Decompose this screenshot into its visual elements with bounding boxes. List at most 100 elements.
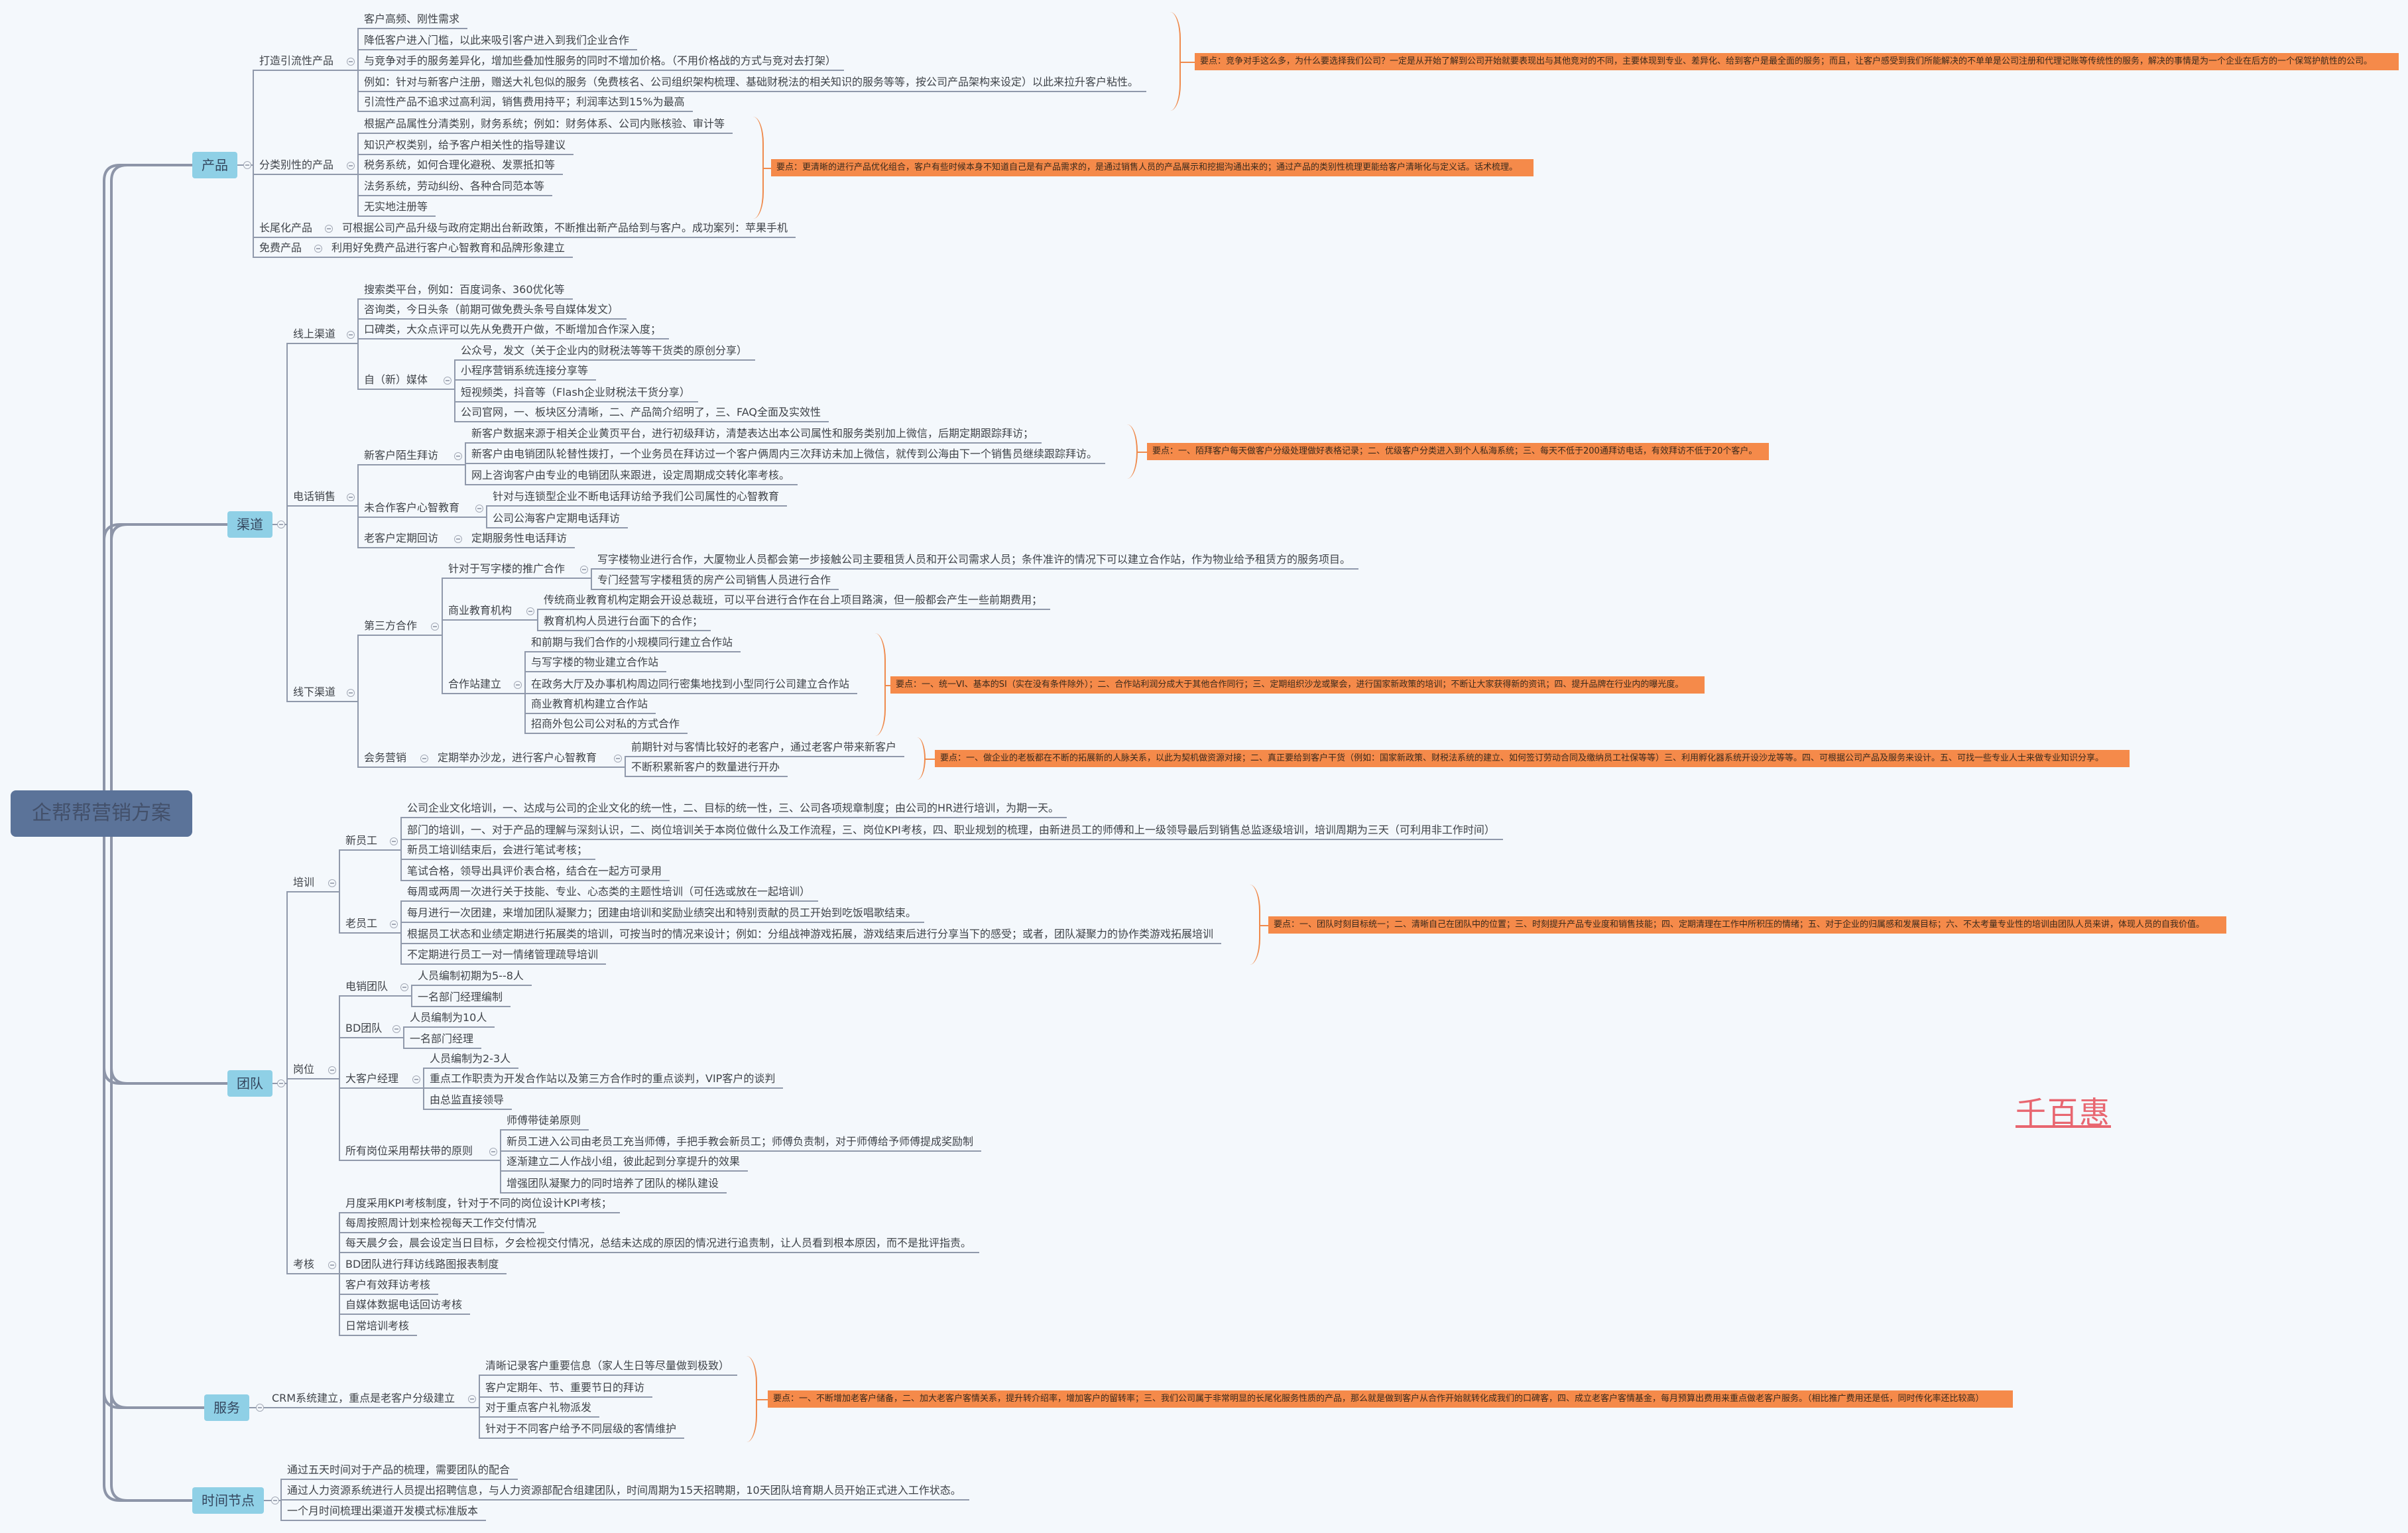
leaf-topic[interactable]: 引流性产品不追求过高利润，销售费用持平；利润率达到15%为最高: [357, 93, 693, 112]
leaf-topic[interactable]: BD团队进行拜访线路图报表制度: [339, 1256, 507, 1274]
collapse-toggle-icon[interactable]: [325, 225, 333, 233]
leaf-topic[interactable]: 降低客户进入门槛，以此来吸引客户进入到我们企业合作: [357, 32, 638, 50]
category-product[interactable]: 产品: [192, 152, 237, 178]
leaf-topic[interactable]: 每天晨夕会，晨会设定当日目标，夕会检视交付情况，总结未达成的原因的情况进行追责制…: [339, 1235, 980, 1253]
collapse-toggle-icon[interactable]: [514, 681, 522, 689]
leaf-topic[interactable]: 月度采用KPI考核制度，针对于不同的岗位设计KPI考核；: [339, 1195, 620, 1213]
leaf-topic[interactable]: 一名部门经理编制: [411, 989, 511, 1007]
leaf-topic[interactable]: 重点工作职责为开发合作站以及第三方合作时的重点谈判，VIP客户的谈判: [423, 1070, 784, 1089]
subtopic-node[interactable]: 打造引流性产品: [253, 52, 357, 71]
leaf-topic[interactable]: 客户定期年、节、重要节日的拜访: [479, 1379, 653, 1398]
leaf-topic[interactable]: 通过五天时间对于产品的梳理，需要团队的配合: [280, 1461, 518, 1480]
collapse-toggle-icon[interactable]: [412, 1075, 420, 1083]
leaf-topic[interactable]: 商业教育机构建立合作站: [524, 696, 656, 714]
topic-3-node[interactable]: 老客户定期回访: [357, 530, 465, 548]
leaf-topic[interactable]: 网上咨询客户由专业的电销团队来跟进，设定周期成交转化率考核。: [465, 467, 798, 485]
subtopic-node[interactable]: 线下渠道: [286, 684, 357, 702]
collapse-toggle-icon[interactable]: [468, 1395, 476, 1403]
topic-3-node[interactable]: 新客户陌生拜访: [357, 447, 465, 465]
collapse-toggle-icon[interactable]: [243, 161, 251, 169]
collapse-toggle-icon[interactable]: [580, 566, 588, 574]
collapse-toggle-icon[interactable]: [256, 1404, 264, 1412]
leaf-topic[interactable]: 新员工进入公司由老员工充当师傅，手把手教会新员工；师傅负责制，对于师傅给予师傅提…: [500, 1133, 982, 1152]
subtopic-node[interactable]: 培训: [286, 874, 339, 892]
collapse-toggle-icon[interactable]: [526, 607, 534, 615]
subtopic-node[interactable]: 分类别性的产品: [253, 156, 357, 175]
leaf-topic[interactable]: 短视频类，抖音等（Flash企业财税法干货分享）: [454, 384, 698, 402]
leaf-topic[interactable]: 根据产品属性分清类别，财务系统；例如：财务体系、公司内账核验、审计等: [357, 115, 733, 134]
leaf-topic[interactable]: 日常培训考核: [339, 1318, 418, 1336]
leaf-topic[interactable]: 部门的培训，一、对于产品的理解与深刻认识，二、岗位培训关于本岗位做什么及工作流程…: [400, 822, 1503, 840]
leaf-topic[interactable]: 不定期进行员工一对一情绪管理疏导培训: [400, 946, 607, 965]
leaf-topic[interactable]: 每周按照周计划来检视每天工作交付情况: [339, 1215, 545, 1233]
leaf-topic[interactable]: 清晰记录客户重要信息（家人生日等尽量做到极致）: [479, 1357, 738, 1376]
leaf-topic[interactable]: 定期服务性电话拜访: [465, 530, 575, 548]
collapse-toggle-icon[interactable]: [431, 623, 439, 631]
leaf-topic[interactable]: 针对与连锁型企业不断电话拜访给予我们公司属性的心智教育: [486, 488, 788, 507]
collapse-toggle-icon[interactable]: [390, 837, 398, 845]
topic-3-node[interactable]: 老员工: [339, 915, 400, 934]
subtopic-node[interactable]: 长尾化产品: [253, 219, 335, 238]
leaf-topic[interactable]: 通过人力资源系统进行人员提出招聘信息，与人力资源部配合组建团队，时间周期为15天…: [280, 1482, 969, 1501]
topic-3-node[interactable]: 电销团队: [339, 978, 411, 997]
leaf-topic[interactable]: 新客户由电销团队轮替性拨打，一个业务员在拜访过一个客户俩周内三次拜访未加上微信，…: [465, 446, 1106, 464]
topic-4-node[interactable]: 商业教育机构: [442, 602, 537, 621]
leaf-topic[interactable]: 一名部门经理: [403, 1030, 482, 1049]
leaf-topic[interactable]: 由总监直接领导: [423, 1091, 512, 1110]
subtopic-node[interactable]: 电话销售: [286, 488, 357, 507]
collapse-toggle-icon[interactable]: [347, 689, 355, 697]
leaf-topic[interactable]: 针对于不同客户给予不同层级的客情维护: [479, 1420, 685, 1439]
leaf-topic[interactable]: 咨询类，今日头条（前期可做免费头条号自媒体发文）: [357, 301, 627, 320]
topic-3-node[interactable]: 第三方合作: [357, 617, 442, 636]
leaf-topic[interactable]: 人员编制为2-3人: [423, 1050, 519, 1069]
collapse-toggle-icon[interactable]: [277, 521, 285, 528]
key-point-note[interactable]: 要点：更清晰的进行产品优化组合，客户有些时候本身不知道自己是有产品需求的，是通过…: [771, 159, 1534, 176]
collapse-toggle-icon[interactable]: [390, 920, 398, 928]
key-point-note[interactable]: 要点：一、不断增加老客户储备，二、加大老客户客情关系，提升转介绍率，增加客户的留…: [768, 1390, 2013, 1408]
leaf-topic[interactable]: 税务系统，如何合理化避税、发票抵扣等: [357, 156, 564, 175]
collapse-toggle-icon[interactable]: [328, 1066, 336, 1074]
leaf-topic[interactable]: 公众号，发文（关于企业内的财税法等等干货类的原创分享）: [454, 342, 756, 361]
leaf-topic[interactable]: 法务系统，劳动纠纷、各种合同范本等: [357, 178, 553, 196]
topic-4-node[interactable]: 定期举办沙龙，进行客户心智教育: [431, 749, 625, 768]
leaf-topic[interactable]: 专门经营写字楼租赁的房产公司销售人员进行合作: [591, 572, 839, 590]
collapse-toggle-icon[interactable]: [277, 1079, 285, 1087]
topic-3-node[interactable]: 新员工: [339, 832, 400, 851]
collapse-toggle-icon[interactable]: [454, 535, 462, 543]
category-timeline[interactable]: 时间节点: [192, 1487, 264, 1514]
leaf-topic[interactable]: 搜索类平台，例如：百度词条、360优化等: [357, 281, 573, 300]
key-point-note[interactable]: 要点：一、做企业的老板都在不断的拓展新的人脉关系，以此为契机做资源对接；二、真正…: [935, 750, 2130, 767]
collapse-toggle-icon[interactable]: [614, 755, 622, 763]
leaf-topic[interactable]: 不断积累新客户的数量进行开办: [625, 759, 788, 777]
leaf-topic[interactable]: 无实地注册等: [357, 198, 436, 217]
subtopic-node[interactable]: 免费产品: [253, 239, 325, 258]
collapse-toggle-icon[interactable]: [489, 1148, 497, 1156]
collapse-toggle-icon[interactable]: [400, 983, 408, 991]
topic-3-node[interactable]: 未合作客户心智教育: [357, 499, 486, 518]
leaf-topic[interactable]: 公司企业文化培训，一、达成与公司的企业文化的统一性，二、目标的统一性，三、公司各…: [400, 800, 1067, 818]
key-point-note[interactable]: 要点：一、团队时刻目标统一；二、清晰自己在团队中的位置；三、时刻提升产品专业度和…: [1268, 916, 2226, 934]
leaf-topic[interactable]: 写字楼物业进行合作，大厦物业人员都会第一步接触公司主要租赁人员和开公司需求人员；…: [591, 551, 1359, 570]
leaf-topic[interactable]: 每周或两周一次进行关于技能、专业、心态类的主题性培训（可任选或放在一起培训）: [400, 883, 819, 902]
topic-3-node[interactable]: 自（新）媒体: [357, 371, 454, 390]
collapse-toggle-icon[interactable]: [314, 245, 322, 253]
leaf-topic[interactable]: 一个月时间梳理出渠道开发模式标准版本: [280, 1502, 487, 1521]
category-service[interactable]: 服务: [204, 1394, 249, 1421]
key-point-note[interactable]: 要点：一、陌拜客户每天做客户分级处理做好表格记录；二、优级客户分类进入到个人私海…: [1147, 443, 1769, 460]
leaf-topic[interactable]: 例如：针对与新客户注册，赠送大礼包似的服务（免费核名、公司组织架构梳理、基础财税…: [357, 74, 1147, 92]
leaf-topic[interactable]: 与写字楼的物业建立合作站: [524, 654, 667, 672]
leaf-topic[interactable]: 在政务大厅及办事机构周边同行密集地找到小型同行公司建立合作站: [524, 676, 858, 694]
leaf-topic[interactable]: 逐渐建立二人作战小组，彼此起到分享提升的效果: [500, 1153, 749, 1172]
leaf-topic[interactable]: 根据员工状态和业绩定期进行拓展类的培训，可按当时的情况来设计；例如：分组战神游戏…: [400, 926, 1222, 944]
leaf-topic[interactable]: 前期针对与客情比较好的老客户，通过老客户带来新客户: [625, 739, 905, 757]
collapse-toggle-icon[interactable]: [420, 755, 428, 763]
leaf-topic[interactable]: 自媒体数据电话回访考核: [339, 1296, 471, 1315]
collapse-toggle-icon[interactable]: [347, 493, 355, 501]
leaf-topic[interactable]: 小程序营销系统连接分享等: [454, 362, 597, 381]
collapse-toggle-icon[interactable]: [454, 452, 462, 460]
leaf-topic[interactable]: 传统商业教育机构定期会开设总裁班，可以平台进行合作在台上项目路演，但一般都会产生…: [537, 591, 1051, 610]
leaf-topic[interactable]: 公司公海客户定期电话拜访: [486, 510, 629, 528]
leaf-topic[interactable]: 与竞争对手的服务差异化，增加些叠加性服务的同时不增加价格。（不用价格战的方式与竞…: [357, 52, 845, 71]
leaf-topic[interactable]: 公司官网，一、板块区分清晰，二、产品简介绍明了，三、FAQ全面及实效性: [454, 404, 829, 422]
leaf-topic[interactable]: 和前期与我们合作的小规模同行建立合作站: [524, 634, 741, 652]
